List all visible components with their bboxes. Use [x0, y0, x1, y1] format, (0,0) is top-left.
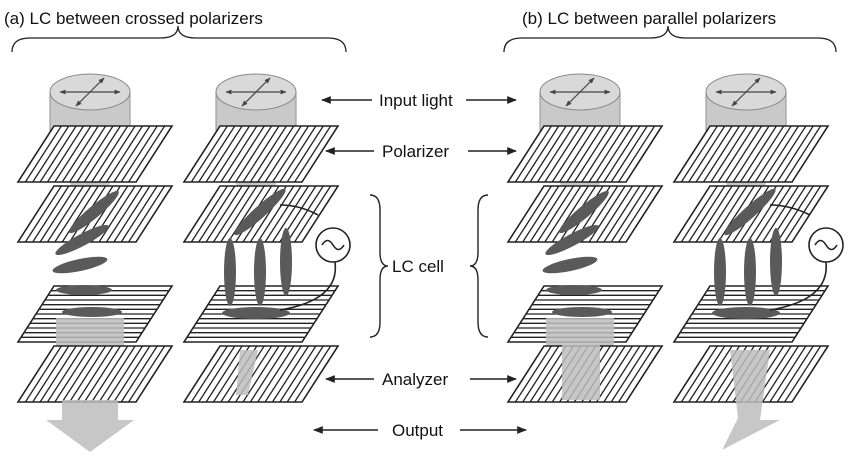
lc-molecule — [234, 188, 286, 236]
lc-molecule — [714, 238, 726, 306]
lc-molecule — [55, 224, 109, 256]
polarizer-plate — [672, 125, 830, 183]
lc-molecule — [62, 307, 122, 317]
ac-source-icon — [769, 204, 844, 311]
panel-a-title: (a) LC between crossed polarizers — [4, 9, 263, 28]
lc-molecule — [222, 307, 290, 319]
lc-molecule — [52, 256, 108, 274]
lc-molecule — [254, 238, 266, 306]
analyzer-plate — [182, 345, 340, 403]
lc-molecule — [712, 307, 780, 319]
lc-molecule — [559, 190, 609, 234]
lc-molecule — [56, 285, 112, 295]
output-arrow — [722, 350, 780, 450]
output-beam-faint — [236, 350, 258, 395]
polarizer-plate — [506, 125, 664, 183]
polarizer-label-group: Polarizer — [325, 142, 517, 161]
analyzer-label-group: Analyzer — [325, 370, 517, 389]
lc-molecule — [724, 188, 776, 236]
double-headed-arrow-icon — [565, 77, 595, 107]
lc-molecule — [224, 238, 236, 306]
panel-a-brace — [11, 25, 347, 53]
lc-molecule — [546, 285, 602, 295]
polarizer-plate — [16, 125, 174, 183]
input-light-label: Input light — [379, 91, 453, 110]
polarizer-plate — [182, 125, 340, 183]
lc-cell-label: LC cell — [392, 257, 444, 276]
output-label: Output — [392, 421, 443, 440]
panel-b-brace — [503, 25, 837, 53]
output-label-group: Output — [313, 421, 527, 440]
analyzer-plate — [16, 345, 174, 403]
ac-source-icon — [279, 204, 351, 311]
output-beam-faint — [562, 345, 600, 400]
lc-molecule — [69, 190, 119, 234]
double-headed-arrow-icon — [731, 77, 761, 107]
polarizer-label: Polarizer — [382, 142, 449, 161]
input-light-label-group: Input light — [321, 91, 517, 110]
panel-b-title: (b) LC between parallel polarizers — [522, 9, 776, 28]
lc-molecule — [770, 228, 782, 296]
output-arrow — [46, 400, 134, 452]
double-headed-arrow-icon — [75, 77, 105, 107]
lc-cell-label-group: LC cell — [369, 194, 489, 338]
lc-molecule — [280, 228, 292, 296]
analyzer-label: Analyzer — [382, 370, 448, 389]
lc-molecule — [744, 238, 756, 306]
double-headed-arrow-icon — [241, 77, 271, 107]
lc-molecule — [542, 256, 598, 274]
lc-molecule — [545, 224, 599, 256]
lc-molecule — [552, 307, 612, 317]
